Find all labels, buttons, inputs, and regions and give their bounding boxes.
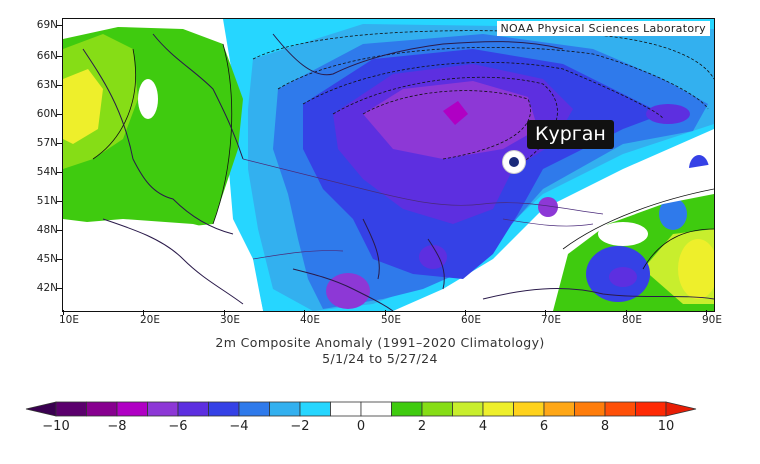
lat-tick-mark — [57, 25, 62, 26]
map-credit: NOAA Physical Sciences Laboratory — [496, 21, 710, 36]
lon-tick-mark — [385, 310, 386, 315]
colorbar-tick: −10 — [42, 419, 70, 434]
lat-tick-mark — [57, 85, 62, 86]
colorbar-swatch — [86, 401, 118, 417]
negative-contours — [252, 30, 714, 170]
region-cold-core-aral — [538, 197, 558, 217]
city-marker-icon — [503, 151, 525, 173]
lat-tick-mark — [57, 201, 62, 202]
lon-label: 60E — [461, 314, 481, 326]
colorbar-tick: −8 — [107, 419, 127, 434]
lon-tick-mark — [63, 310, 64, 315]
lon-label: 70E — [541, 314, 561, 326]
lon-label: 20E — [140, 314, 160, 326]
positive-contours — [92, 43, 714, 270]
colorbar-swatch — [543, 401, 575, 417]
colorbar-swatch — [421, 401, 453, 417]
lat-tick-mark — [57, 56, 62, 57]
lat-label: 69N — [36, 19, 58, 31]
region-cold-core-south1 — [326, 273, 370, 309]
colorbar-swatch — [299, 401, 331, 417]
lat-tick-mark — [57, 288, 62, 289]
lat-label: 51N — [36, 195, 58, 207]
colorbar-swatch — [147, 401, 179, 417]
colorbar-tick: −2 — [290, 419, 310, 434]
colorbar-tick: 4 — [478, 419, 488, 434]
lat-label: 42N — [36, 282, 58, 294]
city-label: Курган — [527, 120, 614, 149]
map-caption-dates: 5/1/24 to 5/27/24 — [322, 351, 438, 366]
colorbar-tick: 6 — [539, 419, 549, 434]
lat-tick-mark — [57, 230, 62, 231]
colorbar-swatch — [513, 401, 545, 417]
lon-tick-mark — [706, 310, 707, 315]
anomaly-map: NOAA Physical Sciences Laboratory — [62, 18, 715, 312]
region-cold-core-east — [646, 104, 690, 124]
lat-label: 66N — [36, 50, 58, 62]
lat-tick-mark — [57, 114, 62, 115]
colorbar-swatch — [574, 401, 606, 417]
lon-tick-mark — [143, 310, 144, 315]
colorbar-swatch — [55, 401, 87, 417]
colorbar-arrow-right — [665, 401, 697, 417]
colorbar-arrow-left — [25, 401, 57, 417]
colorbar-swatch — [604, 401, 636, 417]
lat-label: 63N — [36, 79, 58, 91]
region-cold-core-south2 — [419, 245, 447, 269]
lat-tick-mark — [57, 172, 62, 173]
map-caption-title: 2m Composite Anomaly (1991–2020 Climatol… — [215, 335, 545, 350]
colorbar-swatch — [238, 401, 270, 417]
colorbar-swatches — [25, 401, 697, 417]
lon-label: 30E — [220, 314, 240, 326]
lat-label: 57N — [36, 137, 58, 149]
region-cold-core-sayan — [659, 198, 687, 230]
lon-label: 90E — [702, 314, 722, 326]
lon-tick-mark — [465, 310, 466, 315]
colorbar-swatch — [635, 401, 667, 417]
region-violet — [363, 81, 538, 159]
lat-tick-mark — [57, 259, 62, 260]
region-yellow-east — [678, 239, 714, 299]
region-white-east — [503, 164, 714, 311]
colorbar-swatch — [391, 401, 423, 417]
region-white-europe — [63, 219, 263, 311]
colorbar-tick: 0 — [356, 419, 366, 434]
region-yellow-west — [63, 69, 103, 144]
colorbar-swatch — [482, 401, 514, 417]
coastlines — [82, 33, 714, 311]
lat-label: 45N — [36, 253, 58, 265]
lon-tick-mark — [304, 310, 305, 315]
region-cold-core-tibet2 — [609, 267, 637, 287]
lon-label: 80E — [622, 314, 642, 326]
colorbar-swatch — [116, 401, 148, 417]
region-white-scandi — [138, 79, 158, 119]
lon-label: 10E — [59, 314, 79, 326]
lon-tick-mark — [626, 310, 627, 315]
colorbar-swatch — [177, 401, 209, 417]
colorbar-tick: 10 — [657, 419, 675, 434]
colorbar-tick: 8 — [600, 419, 610, 434]
lat-tick-mark — [57, 143, 62, 144]
lat-label: 54N — [36, 166, 58, 178]
colorbar-tick: −6 — [168, 419, 188, 434]
colorbar-swatch — [269, 401, 301, 417]
lat-label: 60N — [36, 108, 58, 120]
colorbar-swatch — [360, 401, 392, 417]
lon-tick-mark — [224, 310, 225, 315]
lon-label: 50E — [381, 314, 401, 326]
lon-label: 40E — [300, 314, 320, 326]
lat-label: 48N — [36, 224, 58, 236]
region-white-east1 — [598, 222, 648, 246]
colorbar-swatch — [452, 401, 484, 417]
colorbar-swatch — [330, 401, 362, 417]
anomaly-field — [63, 19, 714, 311]
region-deep-purple — [443, 101, 468, 125]
borders — [242, 158, 604, 260]
colorbar — [25, 401, 697, 417]
colorbar-swatch — [208, 401, 240, 417]
colorbar-tick: −4 — [229, 419, 249, 434]
colorbar-tick: 2 — [417, 419, 427, 434]
lon-tick-mark — [545, 310, 546, 315]
